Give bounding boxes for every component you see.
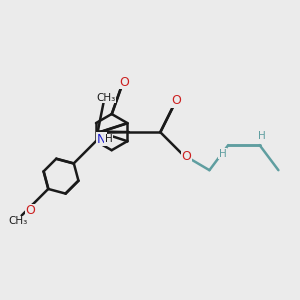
Text: CH₃: CH₃ [9,216,28,226]
Text: O: O [172,94,182,107]
Text: O: O [26,204,35,217]
Text: O: O [119,76,129,89]
Text: O: O [181,150,191,163]
Text: CH₃: CH₃ [96,93,116,103]
Text: N: N [97,133,106,146]
Text: H: H [219,149,226,159]
Text: H: H [105,134,112,144]
Text: H: H [258,131,266,141]
